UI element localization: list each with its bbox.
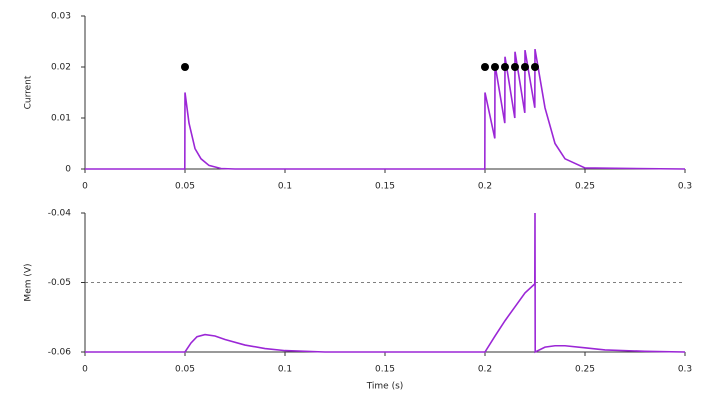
y-axis-label: Current [24, 75, 34, 109]
x-tick-label: 0.3 [678, 365, 692, 375]
y-tick-label: 0.01 [51, 114, 71, 124]
dot [531, 63, 539, 71]
dot [521, 63, 529, 71]
x-tick-label: 0.1 [278, 182, 292, 192]
x-tick-label: 0.1 [278, 365, 292, 375]
dot [491, 63, 499, 71]
y-tick-label: 0.03 [51, 12, 71, 22]
dot [511, 63, 519, 71]
y-tick-label: -0.06 [48, 348, 72, 358]
x-tick-label: 0.2 [478, 365, 492, 375]
y-tick-label: 0 [65, 165, 71, 175]
x-tick-label: 0.15 [375, 365, 395, 375]
x-tick-label: 0.25 [575, 182, 595, 192]
x-axis-label: Time (s) [366, 382, 404, 392]
x-tick-label: 0.3 [678, 182, 692, 192]
y-tick-label: -0.04 [48, 209, 72, 219]
x-tick-label: 0.15 [375, 182, 395, 192]
y-tick-label: -0.05 [48, 278, 71, 288]
x-tick-label: 0.05 [175, 182, 195, 192]
x-tick-label: 0 [82, 182, 88, 192]
x-tick-label: 0.25 [575, 365, 595, 375]
x-tick-label: 0.05 [175, 365, 195, 375]
x-tick-label: 0.2 [478, 182, 492, 192]
dot [181, 63, 189, 71]
y-tick-label: 0.02 [51, 63, 71, 73]
y-axis-label: Mem (V) [24, 263, 34, 301]
dot [501, 63, 509, 71]
dot [481, 63, 489, 71]
line [85, 212, 686, 354]
x-tick-label: 0 [82, 365, 88, 375]
line [85, 49, 686, 170]
